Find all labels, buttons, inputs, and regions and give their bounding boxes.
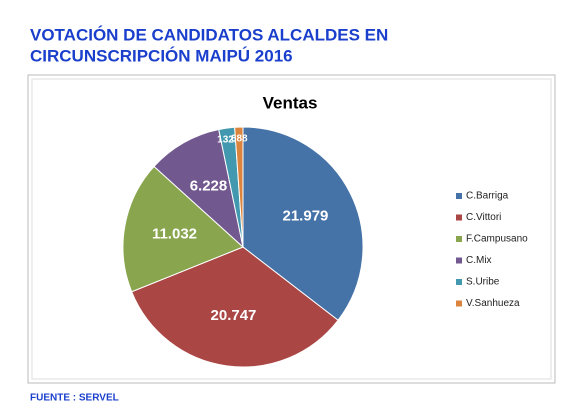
- legend-label: S.Uribe: [466, 277, 500, 288]
- legend-swatch: [456, 193, 462, 199]
- data-label: 688: [231, 134, 248, 145]
- legend-swatch: [456, 300, 462, 307]
- legend-label: C.Mix: [466, 255, 492, 266]
- data-label: 21.979: [283, 207, 329, 224]
- legend-swatch: [456, 279, 462, 285]
- legend-label: F.Campusano: [466, 234, 528, 245]
- data-label: 1321: [217, 135, 240, 146]
- chart-title: Ventas: [263, 93, 318, 112]
- pie-slice: [122, 165, 244, 293]
- data-label: 20.747: [211, 307, 257, 324]
- page-title: VOTACIÓN DE CANDIDATOS ALCALDES EN: [30, 25, 388, 44]
- pie-slice: [242, 126, 364, 321]
- legend-label: C.Barriga: [466, 191, 509, 202]
- page-title: CIRCUNSCRIPCIÓN MAIPÚ 2016: [30, 46, 293, 65]
- pie-slice: [234, 126, 244, 248]
- legend-label: V.Sanhueza: [466, 298, 520, 309]
- legend-swatch: [456, 214, 462, 221]
- pie-slice: [153, 128, 244, 249]
- legend-swatch: [456, 236, 462, 242]
- data-label: 6.228: [190, 178, 228, 195]
- data-label: 11.032: [152, 226, 197, 243]
- legend-label: C.Vittori: [466, 212, 501, 223]
- legend-swatch: [456, 257, 462, 264]
- chart-inner-frame: [31, 78, 552, 380]
- footer: FUENTE : SERVEL: [30, 393, 119, 404]
- pie-slice: [131, 246, 339, 368]
